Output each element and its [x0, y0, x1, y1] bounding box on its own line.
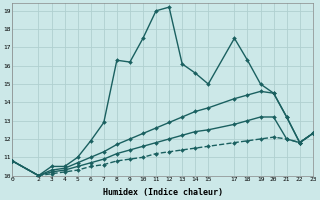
X-axis label: Humidex (Indice chaleur): Humidex (Indice chaleur) — [103, 188, 223, 197]
